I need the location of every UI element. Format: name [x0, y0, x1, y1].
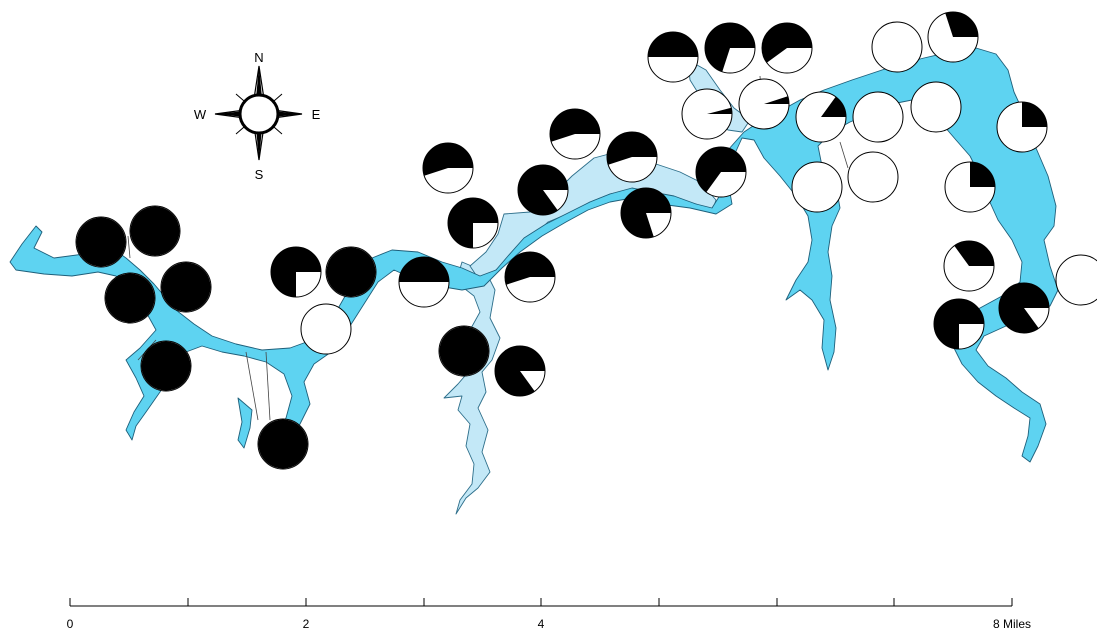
pie-background	[1055, 254, 1097, 306]
pie-background	[910, 81, 962, 133]
sample-pie-chart	[504, 251, 556, 303]
pie-slice-filled	[550, 109, 600, 142]
pie-background	[847, 151, 899, 203]
scale-label-2: 2	[303, 617, 310, 631]
sample-pie-chart	[517, 164, 569, 216]
sample-pie-chart	[944, 161, 996, 213]
sample-pie-charts	[75, 11, 1097, 470]
pie-slice-filled	[998, 283, 1049, 333]
scale-bar: 0 2 4 8 Miles	[67, 598, 1031, 631]
scale-label-8-miles: 8 Miles	[993, 617, 1031, 631]
compass-east-label: E	[312, 107, 321, 122]
sample-pie-chart	[695, 146, 747, 198]
pie-slice-filled	[707, 107, 732, 114]
pie-slice-filled	[326, 247, 376, 297]
sample-pie-chart	[160, 261, 212, 313]
sample-pie-chart	[795, 91, 847, 143]
pie-slice-filled	[130, 206, 180, 256]
pie-slice-filled	[945, 11, 978, 37]
sample-pie-chart	[75, 216, 127, 268]
pie-background	[791, 161, 843, 213]
sample-pie-chart	[852, 91, 904, 143]
pie-slice-filled	[271, 247, 321, 297]
pie-slice-filled	[606, 131, 657, 165]
scale-label-0: 0	[67, 617, 74, 631]
pie-slice-filled	[161, 262, 211, 312]
sample-pie-chart	[422, 142, 474, 194]
leader-line	[245, 351, 259, 421]
pie-slice-filled	[439, 326, 489, 376]
pie-slice-filled	[505, 251, 555, 285]
sample-pie-chart	[300, 303, 352, 355]
compass-south-label: S	[255, 167, 264, 182]
sample-pie-chart	[681, 88, 733, 140]
leader-line	[265, 351, 271, 421]
pie-slice-filled	[821, 96, 846, 117]
sample-pie-chart	[910, 81, 962, 133]
sample-pie-chart	[129, 205, 181, 257]
pie-slice-filled	[621, 187, 671, 238]
sample-pie-chart	[704, 22, 756, 74]
sample-pie-chart	[927, 11, 979, 63]
sample-pie-chart	[1055, 254, 1097, 306]
leader-line	[839, 141, 849, 169]
sample-pie-chart	[438, 325, 490, 377]
scale-label-4: 4	[538, 617, 545, 631]
sample-pie-chart	[791, 161, 843, 213]
sample-pie-chart	[761, 22, 813, 74]
sample-pie-chart	[494, 345, 546, 397]
sample-pie-chart	[606, 131, 658, 183]
pie-slice-filled	[494, 346, 545, 397]
south-arm-water	[443, 261, 501, 515]
pie-slice-filled	[105, 273, 155, 323]
pie-slice-filled	[448, 198, 498, 248]
pie-slice-filled	[399, 257, 449, 282]
compass-west-label: W	[194, 107, 207, 122]
pie-slice-filled	[696, 147, 746, 193]
pie-slice-filled	[761, 23, 812, 63]
sample-pie-chart	[933, 298, 985, 350]
sample-pie-chart	[998, 282, 1050, 334]
sample-pie-chart	[847, 151, 899, 203]
sample-pie-chart	[871, 21, 923, 73]
sample-pie-chart	[549, 108, 601, 160]
sample-pie-chart	[257, 418, 309, 470]
sample-pie-chart	[647, 31, 699, 83]
pie-slice-filled	[1022, 102, 1047, 127]
sample-pie-chart	[447, 197, 499, 249]
sample-pie-chart	[325, 246, 377, 298]
pie-background	[852, 91, 904, 143]
sample-pie-chart	[104, 272, 156, 324]
inlet-west-water	[237, 397, 253, 449]
pie-slice-filled	[648, 32, 698, 57]
sample-pie-chart	[738, 78, 790, 130]
pie-background	[300, 303, 352, 355]
pie-slice-filled	[764, 96, 789, 104]
sample-pie-chart	[996, 101, 1048, 153]
pie-slice-filled	[954, 241, 994, 266]
pie-background	[871, 21, 923, 73]
compass-ring-icon	[238, 93, 280, 135]
sample-pie-chart	[620, 187, 672, 239]
sample-pie-chart	[943, 240, 995, 292]
pie-slice-filled	[423, 142, 473, 176]
pie-slice-filled	[518, 165, 568, 215]
pie-slice-filled	[970, 162, 995, 187]
compass-north-label: N	[254, 50, 263, 65]
sample-pie-chart	[140, 340, 192, 392]
pie-slice-filled	[141, 341, 191, 391]
sample-pie-chart	[270, 246, 322, 298]
pie-slice-filled	[258, 419, 308, 469]
pie-slice-filled	[705, 22, 755, 72]
pie-slice-filled	[76, 217, 126, 267]
compass-rose: N S W E	[194, 50, 321, 182]
leader-line	[127, 235, 131, 259]
pie-slice-filled	[934, 299, 984, 349]
sample-pie-chart	[398, 256, 450, 308]
